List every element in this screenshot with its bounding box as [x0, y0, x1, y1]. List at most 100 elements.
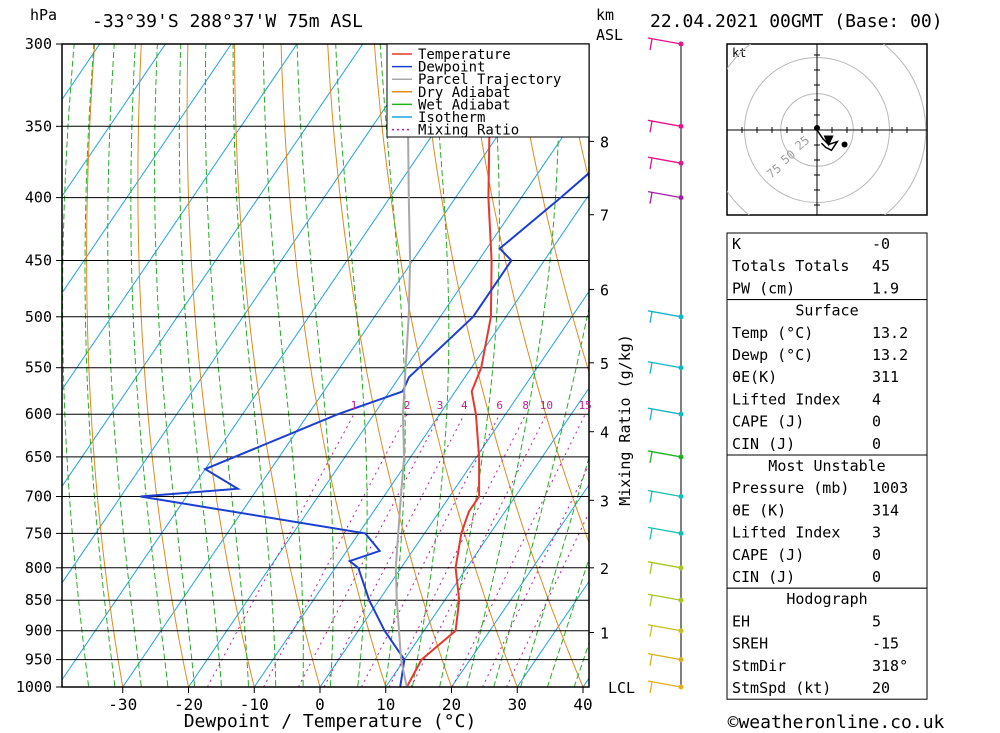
index-label: SREH: [732, 635, 768, 653]
pressure-tick-label: 300: [25, 35, 52, 53]
isotherm-line: [62, 44, 167, 198]
wind-barb-station-dot: [678, 160, 684, 166]
pressure-tick-label: 950: [25, 651, 52, 669]
wind-barb-feather: [649, 311, 653, 323]
wind-barb-feather: [649, 362, 653, 374]
index-label: θE(K): [732, 368, 777, 386]
wind-barb-station-dot: [678, 41, 684, 47]
legend-entry: Temperature: [418, 47, 511, 63]
temperature-tick-label: 0: [315, 695, 325, 714]
index-value: 318°: [872, 657, 908, 675]
wind-barb-station-dot: [678, 411, 684, 417]
temperature-tick-label: 20: [442, 695, 461, 714]
legend-entry: Dewpoint: [418, 60, 485, 76]
temperature-tick-label: -30: [108, 695, 137, 714]
index-value: 1.9: [872, 279, 899, 297]
index-label: StmDir: [732, 657, 786, 675]
wind-barb-feather: [649, 38, 653, 51]
wind-barb-feather: [649, 409, 653, 421]
hodograph-arrow-head: [823, 135, 834, 147]
datetime-title: 22.04.2021 00GMT (Base: 00): [650, 11, 943, 32]
pressure-tick-label: 400: [25, 189, 52, 207]
km-tick-label: 8: [600, 133, 609, 151]
pressure-tick-label: 450: [25, 252, 52, 270]
dry-adiabat-line: [233, 44, 321, 687]
isotherm-line: [253, 193, 589, 687]
temperature-tick-label: 30: [508, 695, 527, 714]
km-tick-label: 4: [600, 424, 609, 442]
copyright-footer: ©weatheronline.co.uk: [728, 712, 945, 733]
mixing-ratio-value-label: 8: [522, 399, 529, 412]
wet-adiabat-line: [84, 44, 116, 687]
isotherm-line: [516, 580, 589, 687]
isotherm-line: [62, 44, 364, 488]
mixing-ratio-value-label: 15: [579, 399, 592, 412]
pressure-tick-label: 350: [25, 117, 52, 135]
series-lines: [140, 44, 589, 687]
wind-barb-station-dot: [678, 494, 684, 500]
index-section-title: Most Unstable: [768, 457, 885, 475]
index-table-box: [726, 454, 928, 589]
wet-adiabat-line: [439, 44, 500, 687]
wind-barb-shaft: [647, 489, 682, 498]
isotherm-line: [319, 290, 589, 687]
isotherm-line: [187, 97, 589, 687]
wind-barb-shaft: [647, 119, 682, 127]
index-label: StmSpd (kt): [732, 679, 831, 697]
isotherm-line: [385, 387, 589, 687]
hodograph-origin-dot: [814, 125, 820, 131]
dry-adiabat-line: [186, 44, 255, 687]
temperature-tick-label: 40: [573, 695, 592, 714]
dry-adiabat-line: [467, 44, 589, 544]
wind-barb-station-dot: [678, 195, 684, 201]
wind-barb-station-dot: [678, 123, 684, 129]
temperature-tick-label: 10: [376, 695, 395, 714]
wet-adiabat-line: [296, 44, 334, 687]
index-label: EH: [732, 612, 750, 630]
wind-barb-feather: [649, 654, 653, 666]
mixing-ratio-value-label: 1: [351, 399, 358, 412]
km-tick-label: 1: [600, 625, 609, 643]
wind-barb-shaft: [647, 407, 682, 415]
wind-barb-shaft: [647, 37, 682, 45]
wind-barb-feather: [649, 595, 653, 607]
dewpoint-series-line: [140, 52, 589, 687]
pressure-tick-label: 550: [25, 359, 52, 377]
mixing-ratio-line: [451, 413, 586, 687]
index-section-title: Hodograph: [786, 590, 867, 608]
pressure-tick-label: 700: [25, 488, 52, 506]
location-title: -33°39'S 288°37'W 75m ASL: [92, 11, 363, 32]
km-tick-label: 2: [600, 560, 609, 578]
index-value: 3: [872, 524, 881, 542]
legend-entry: Isotherm: [418, 110, 485, 126]
index-label: CAPE (J): [732, 413, 804, 431]
mixing-ratio-axis-title: Mixing Ratio (g/kg): [616, 334, 634, 506]
wind-barb-shaft: [647, 680, 682, 688]
index-value: 4: [872, 390, 881, 408]
km-unit-label: km: [596, 6, 614, 24]
index-label: Pressure (mb): [732, 479, 849, 497]
index-label: CIN (J): [732, 435, 795, 453]
km-tick-label: 3: [600, 492, 609, 510]
wind-barb-feather: [649, 192, 653, 204]
wind-barb-feather: [649, 562, 653, 574]
asl-unit-label: ASL: [596, 26, 623, 44]
dry-adiabat-line: [951, 0, 1000, 713]
pressure-tick-label: 800: [25, 559, 52, 577]
index-value: 311: [872, 368, 899, 386]
wind-barb-station-dot: [678, 314, 684, 320]
mixing-ratio-value-label: 4: [461, 399, 468, 412]
skewt-plot: [61, 0, 1000, 713]
dry-adiabat-line: [280, 44, 387, 687]
index-label: Temp (°C): [732, 324, 813, 342]
wind-barb-station-dot: [678, 657, 684, 663]
km-tick-label: 7: [600, 207, 609, 225]
wind-barb-shaft: [647, 624, 682, 632]
index-label: K: [732, 235, 741, 253]
index-value: 0: [872, 435, 881, 453]
pressure-tick-label: 600: [25, 405, 52, 423]
pressure-unit-label: hPa: [30, 6, 57, 24]
